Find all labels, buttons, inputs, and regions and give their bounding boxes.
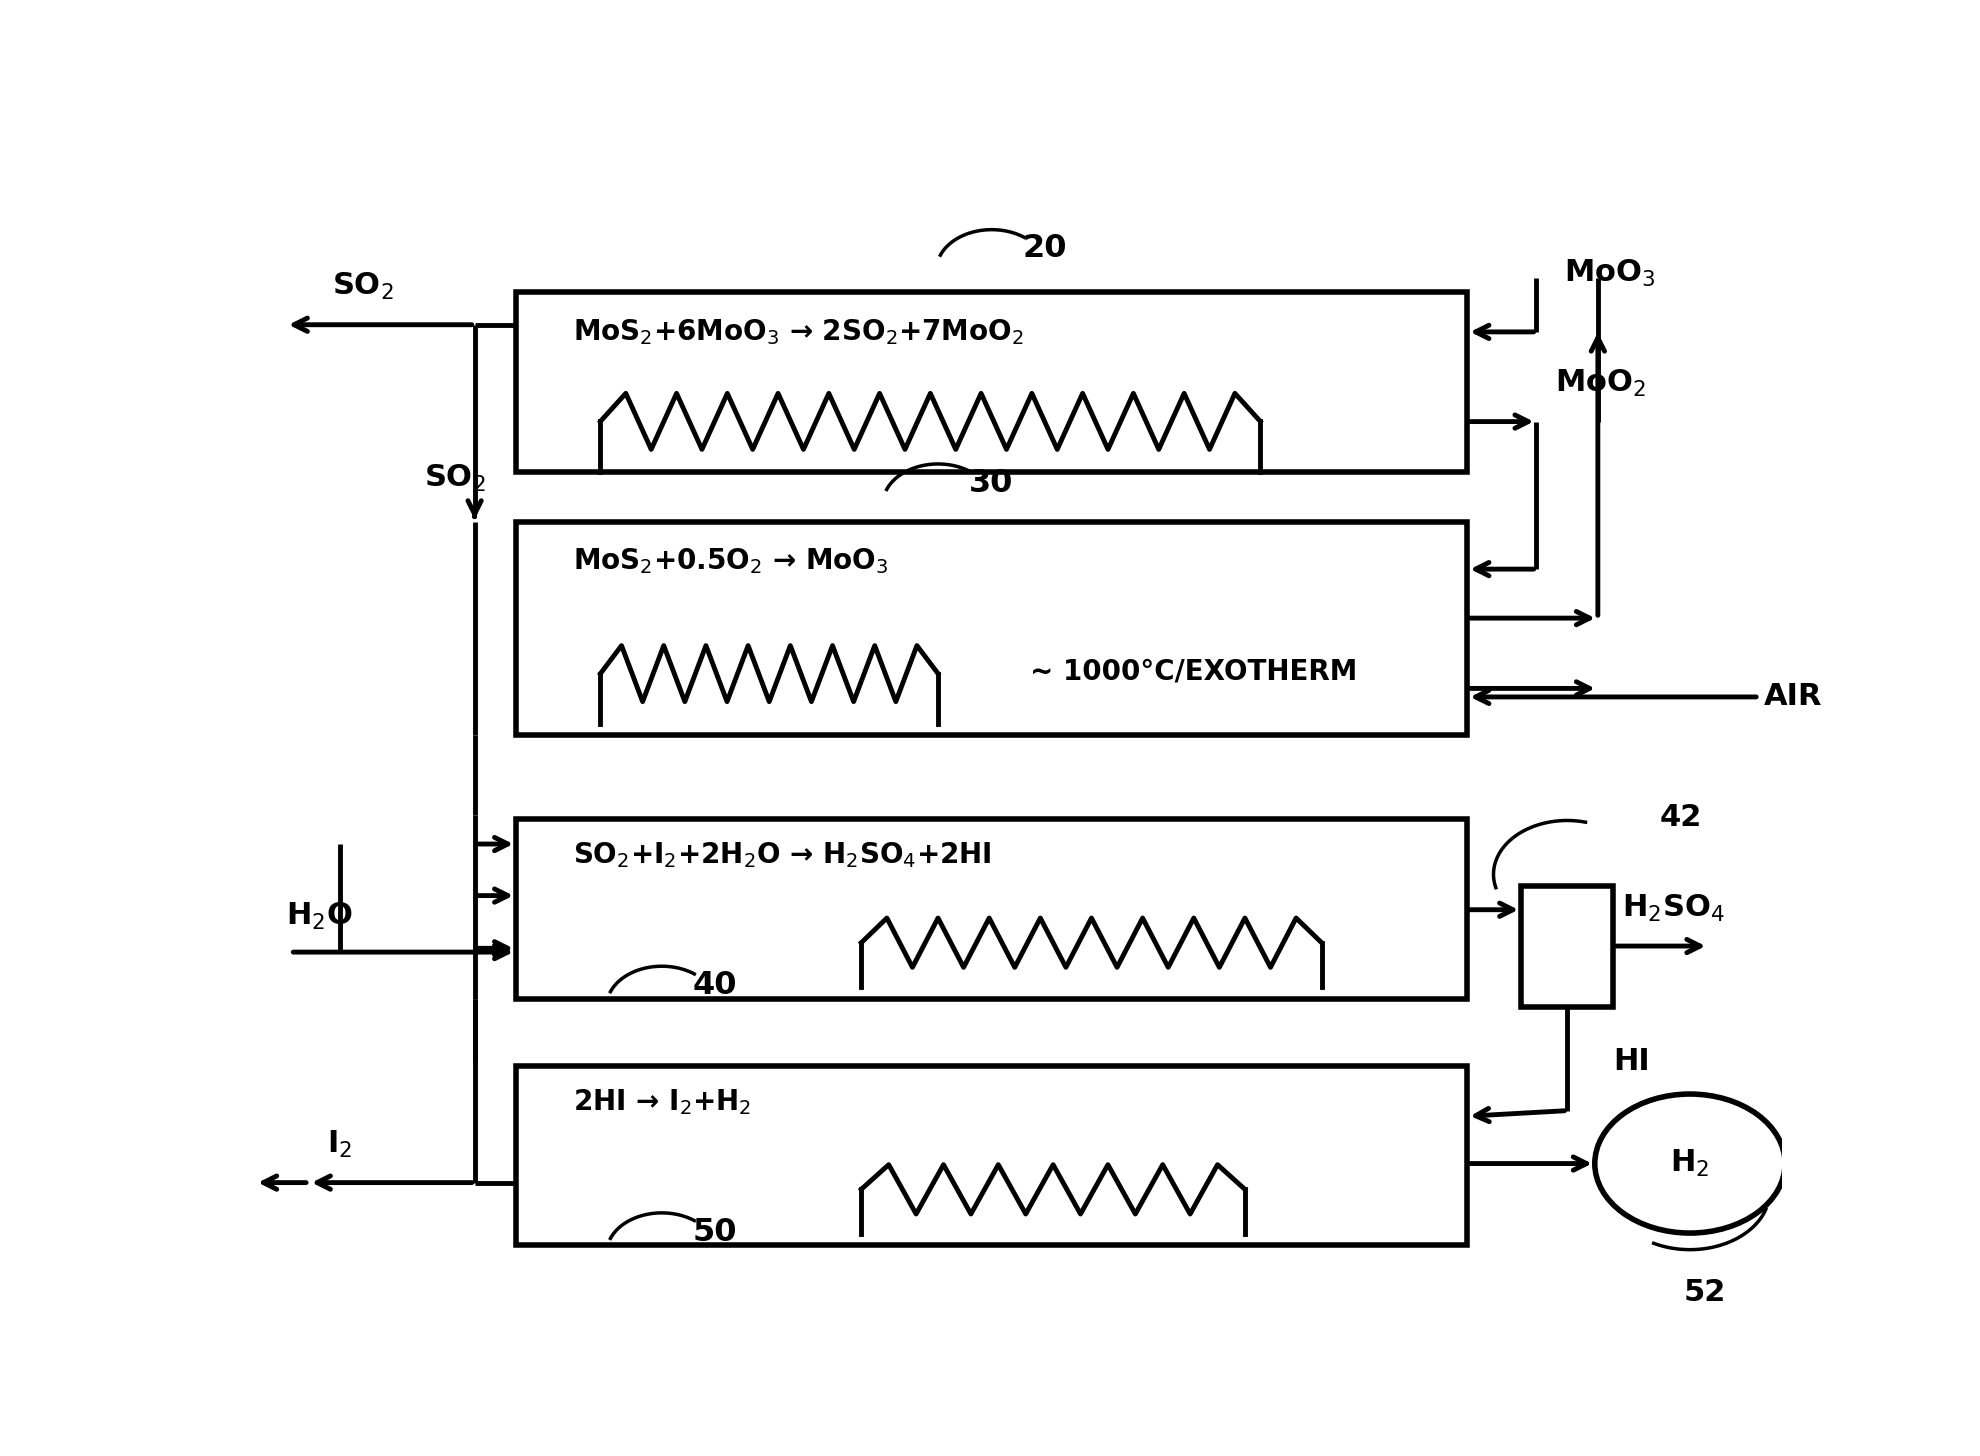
- Text: 52: 52: [1685, 1278, 1727, 1307]
- Bar: [517, 523, 1467, 735]
- Circle shape: [1594, 1093, 1786, 1233]
- Text: MoS$_2$+0.5O$_2$ → MoO$_3$: MoS$_2$+0.5O$_2$ → MoO$_3$: [572, 546, 889, 575]
- Text: 2HI → I$_2$+H$_2$: 2HI → I$_2$+H$_2$: [572, 1088, 752, 1117]
- Text: SO$_2$: SO$_2$: [333, 271, 394, 303]
- Text: HI: HI: [1614, 1047, 1649, 1076]
- Text: 30: 30: [968, 467, 1014, 499]
- Text: 42: 42: [1659, 802, 1701, 831]
- Text: MoS$_2$+6MoO$_3$ → 2SO$_2$+7MoO$_2$: MoS$_2$+6MoO$_3$ → 2SO$_2$+7MoO$_2$: [572, 317, 1024, 347]
- Text: MoO$_3$: MoO$_3$: [1564, 258, 1655, 288]
- Bar: [517, 293, 1467, 472]
- Text: 40: 40: [693, 970, 737, 1000]
- Bar: [1521, 885, 1614, 1006]
- Text: 20: 20: [1022, 233, 1067, 265]
- Bar: [517, 1066, 1467, 1245]
- Text: MoO$_2$: MoO$_2$: [1554, 368, 1645, 399]
- Text: 50: 50: [693, 1217, 737, 1248]
- Text: H$_2$SO$_4$: H$_2$SO$_4$: [1622, 893, 1725, 923]
- Bar: [517, 820, 1467, 999]
- Text: SO$_2$+I$_2$+2H$_2$O → H$_2$SO$_4$+2HI: SO$_2$+I$_2$+2H$_2$O → H$_2$SO$_4$+2HI: [572, 840, 992, 871]
- Text: SO$_2$: SO$_2$: [424, 463, 485, 494]
- Text: ~ 1000°C/EXOTHERM: ~ 1000°C/EXOTHERM: [1030, 657, 1358, 686]
- Text: H$_2$: H$_2$: [1671, 1147, 1709, 1179]
- Text: I$_2$: I$_2$: [327, 1128, 352, 1160]
- Text: H$_2$O: H$_2$O: [285, 901, 352, 932]
- Text: AIR: AIR: [1764, 683, 1822, 712]
